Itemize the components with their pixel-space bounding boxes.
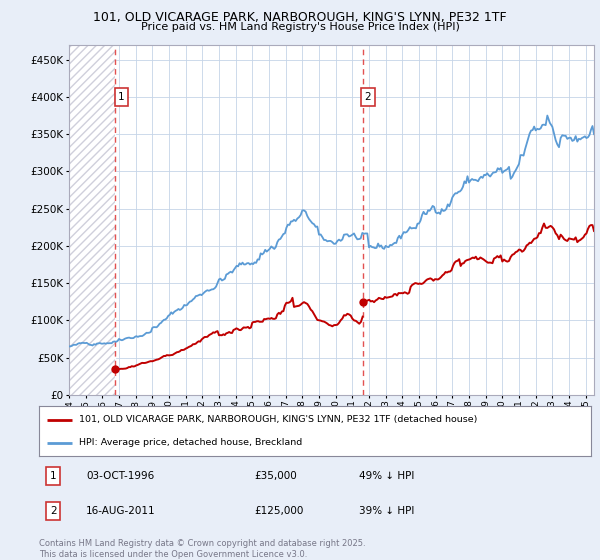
Text: £35,000: £35,000: [254, 471, 297, 481]
Text: 2: 2: [364, 92, 371, 102]
Text: 101, OLD VICARAGE PARK, NARBOROUGH, KING'S LYNN, PE32 1TF (detached house): 101, OLD VICARAGE PARK, NARBOROUGH, KING…: [79, 415, 477, 424]
Bar: [69, 45, 115, 395]
Bar: [69, 45, 115, 395]
Text: £125,000: £125,000: [254, 506, 304, 516]
Text: 39% ↓ HPI: 39% ↓ HPI: [359, 506, 415, 516]
Text: 1: 1: [50, 471, 56, 481]
Text: Contains HM Land Registry data © Crown copyright and database right 2025.
This d: Contains HM Land Registry data © Crown c…: [39, 539, 365, 559]
Text: 2: 2: [50, 506, 56, 516]
Text: 16-AUG-2011: 16-AUG-2011: [86, 506, 155, 516]
Text: 101, OLD VICARAGE PARK, NARBOROUGH, KING'S LYNN, PE32 1TF: 101, OLD VICARAGE PARK, NARBOROUGH, KING…: [93, 11, 507, 24]
Text: HPI: Average price, detached house, Breckland: HPI: Average price, detached house, Brec…: [79, 438, 302, 447]
Text: Price paid vs. HM Land Registry's House Price Index (HPI): Price paid vs. HM Land Registry's House …: [140, 22, 460, 32]
Text: 03-OCT-1996: 03-OCT-1996: [86, 471, 154, 481]
Text: 49% ↓ HPI: 49% ↓ HPI: [359, 471, 415, 481]
Text: 1: 1: [118, 92, 125, 102]
